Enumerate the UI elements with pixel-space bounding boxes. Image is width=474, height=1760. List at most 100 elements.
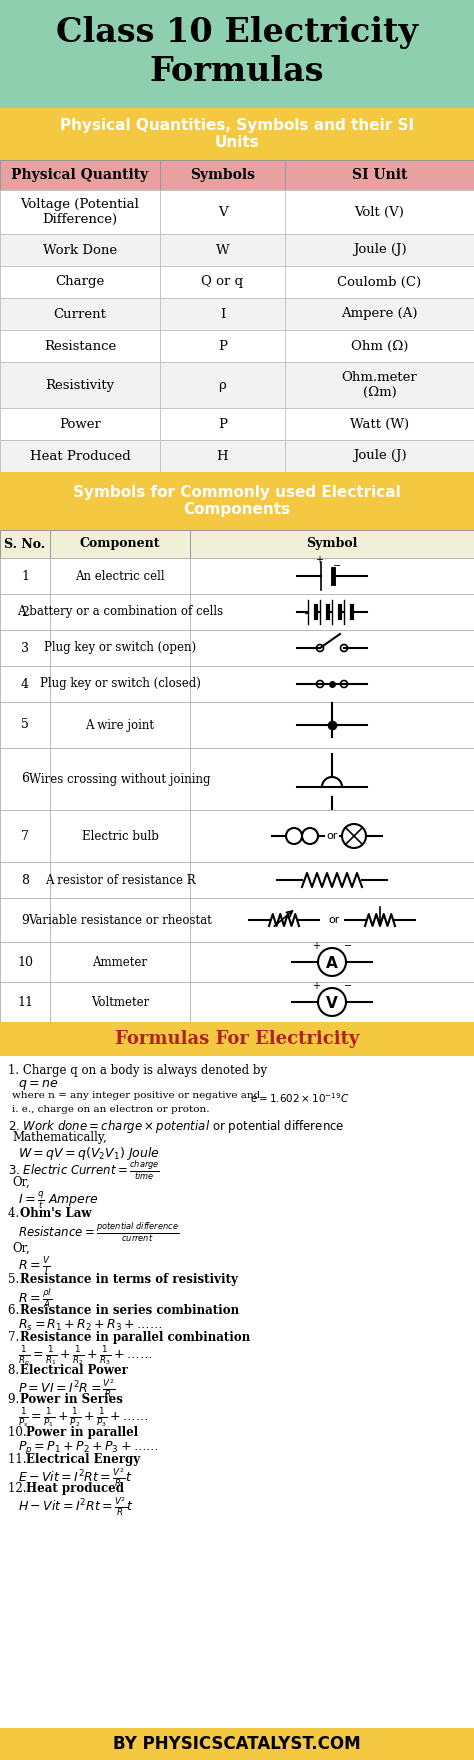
Text: Symbols: Symbols xyxy=(190,167,255,181)
Text: −: − xyxy=(344,980,352,991)
Bar xyxy=(0,702,50,748)
Text: 8.: 8. xyxy=(8,1364,23,1376)
Text: 5.: 5. xyxy=(8,1272,23,1287)
Text: 1. Charge q on a body is always denoted by: 1. Charge q on a body is always denoted … xyxy=(8,1065,267,1077)
Bar xyxy=(0,558,50,593)
Text: Physical Quantity: Physical Quantity xyxy=(11,167,149,181)
Text: $R_s = R_1 + R_2 + R_3 + \ldots\ldots$: $R_s = R_1 + R_2 + R_3 + \ldots\ldots$ xyxy=(18,1318,162,1332)
Text: Electric bulb: Electric bulb xyxy=(82,829,158,843)
Bar xyxy=(0,1056,474,1728)
Bar xyxy=(50,862,190,898)
Bar xyxy=(160,408,285,440)
Bar xyxy=(0,665,474,702)
Bar xyxy=(190,898,474,942)
Bar xyxy=(0,0,474,107)
Text: Class 10 Electricity
Formulas: Class 10 Electricity Formulas xyxy=(56,16,418,88)
Bar xyxy=(50,558,190,593)
Text: P: P xyxy=(218,417,227,431)
Text: Charge: Charge xyxy=(55,276,105,289)
Text: 10: 10 xyxy=(17,956,33,968)
Text: Power in parallel: Power in parallel xyxy=(26,1426,138,1440)
Bar xyxy=(0,593,50,630)
Text: or: or xyxy=(328,915,340,926)
Bar xyxy=(0,898,50,942)
Bar xyxy=(50,593,190,630)
Bar xyxy=(0,266,160,297)
Bar xyxy=(0,942,50,982)
Text: 8: 8 xyxy=(21,873,29,887)
Bar xyxy=(190,665,474,702)
Text: Ohm.meter
(Ωm): Ohm.meter (Ωm) xyxy=(342,371,418,400)
Text: Symbols for Commonly used Electrical
Components: Symbols for Commonly used Electrical Com… xyxy=(73,484,401,517)
Text: Variable resistance or rheostat: Variable resistance or rheostat xyxy=(28,913,212,926)
Bar xyxy=(285,329,474,363)
Bar xyxy=(50,898,190,942)
Text: Component: Component xyxy=(80,537,160,551)
Bar xyxy=(0,363,160,408)
Text: 11: 11 xyxy=(17,996,33,1008)
Text: 11.: 11. xyxy=(8,1454,30,1466)
Text: 12.: 12. xyxy=(8,1482,30,1494)
Text: A: A xyxy=(326,956,338,970)
Bar xyxy=(0,297,160,329)
Text: −: − xyxy=(344,942,352,950)
Bar xyxy=(0,190,474,234)
Text: i. e., charge on an electron or proton.: i. e., charge on an electron or proton. xyxy=(12,1105,210,1114)
Text: ρ: ρ xyxy=(219,378,227,391)
Text: Power in Series: Power in Series xyxy=(20,1392,123,1406)
Text: $e = 1.602 \times 10^{-19}C$: $e = 1.602 \times 10^{-19}C$ xyxy=(250,1091,350,1105)
Text: Or,: Or, xyxy=(12,1243,30,1255)
Bar xyxy=(285,234,474,266)
Bar xyxy=(0,898,474,942)
Bar xyxy=(160,234,285,266)
Text: Resistance: Resistance xyxy=(44,340,116,352)
Bar xyxy=(0,810,50,862)
Text: 1: 1 xyxy=(21,570,29,583)
Bar xyxy=(0,702,474,748)
Bar xyxy=(50,810,190,862)
Text: Resistance in parallel combination: Resistance in parallel combination xyxy=(20,1331,250,1345)
Bar xyxy=(0,408,474,440)
Text: H: H xyxy=(217,449,228,463)
Bar xyxy=(190,942,474,982)
Bar xyxy=(0,558,474,593)
Bar xyxy=(0,190,160,234)
Bar xyxy=(0,1023,474,1056)
Bar xyxy=(0,160,160,190)
Text: W: W xyxy=(216,243,229,257)
Bar xyxy=(0,408,160,440)
Bar xyxy=(0,107,474,160)
Text: 6.: 6. xyxy=(8,1304,23,1316)
Text: A battery or a combination of cells: A battery or a combination of cells xyxy=(17,605,223,618)
Text: Formulas For Electricity: Formulas For Electricity xyxy=(115,1030,359,1047)
Bar xyxy=(0,234,160,266)
Text: 9: 9 xyxy=(21,913,29,926)
Bar xyxy=(160,440,285,472)
Bar xyxy=(160,266,285,297)
Bar xyxy=(0,266,474,297)
Text: 4.: 4. xyxy=(8,1207,23,1220)
Bar xyxy=(190,530,474,558)
Bar xyxy=(285,297,474,329)
Text: Ammeter: Ammeter xyxy=(92,956,147,968)
Bar xyxy=(0,160,474,190)
Text: 7.: 7. xyxy=(8,1331,23,1345)
Bar xyxy=(50,702,190,748)
Text: S. No.: S. No. xyxy=(4,537,46,551)
Text: SI Unit: SI Unit xyxy=(352,167,407,181)
Bar xyxy=(285,363,474,408)
Text: 7: 7 xyxy=(21,829,29,843)
Bar xyxy=(50,530,190,558)
Text: V: V xyxy=(326,996,338,1010)
Text: 6: 6 xyxy=(21,773,29,785)
Text: A resistor of resistance R: A resistor of resistance R xyxy=(45,873,195,887)
Text: where n = any integer positive or negative and: where n = any integer positive or negati… xyxy=(12,1091,264,1100)
Bar xyxy=(0,982,50,1023)
Text: $\frac{1}{R_p} = \frac{1}{R_1} + \frac{1}{R_2} + \frac{1}{R_3} + \ldots\ldots$: $\frac{1}{R_p} = \frac{1}{R_1} + \frac{1… xyxy=(18,1345,152,1369)
Text: P: P xyxy=(218,340,227,352)
Bar xyxy=(0,363,474,408)
Bar xyxy=(160,329,285,363)
Text: $E - Vit = I^2Rt = \frac{V^2}{R}t$: $E - Vit = I^2Rt = \frac{V^2}{R}t$ xyxy=(18,1466,132,1489)
Text: $R = \frac{\rho l}{A}$: $R = \frac{\rho l}{A}$ xyxy=(18,1287,52,1309)
Bar xyxy=(0,942,474,982)
